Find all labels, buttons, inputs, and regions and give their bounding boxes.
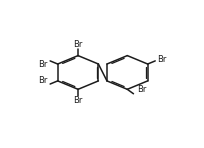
Text: Br: Br bbox=[73, 40, 82, 49]
Text: Br: Br bbox=[157, 55, 166, 64]
Text: Br: Br bbox=[73, 96, 82, 105]
Text: Br: Br bbox=[136, 85, 146, 94]
Text: Br: Br bbox=[38, 76, 48, 85]
Text: Br: Br bbox=[38, 59, 48, 69]
